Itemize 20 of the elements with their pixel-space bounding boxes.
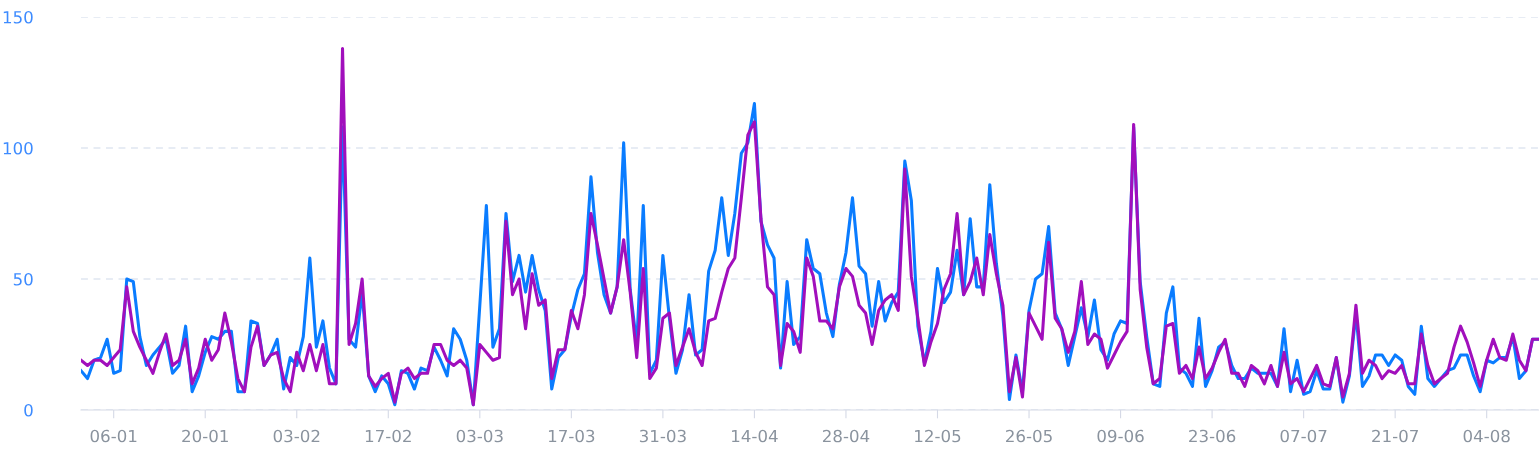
x-tick-label: 26-05 bbox=[1006, 429, 1052, 443]
x-tick-label: 23-06 bbox=[1189, 429, 1236, 443]
x-tick-label: 03-03 bbox=[456, 429, 503, 443]
x-tick-label: 04-08 bbox=[1463, 429, 1510, 443]
x-tick-label: 12-05 bbox=[915, 429, 961, 443]
x-tick-label: 07-07 bbox=[1280, 429, 1327, 443]
x-tick-label: 21-07 bbox=[1372, 429, 1418, 443]
x-tick-label: 31-03 bbox=[639, 429, 686, 443]
y-tick-label: 50 bbox=[13, 272, 33, 286]
y-tick-label: 100 bbox=[3, 141, 33, 155]
y-tick-label: 150 bbox=[3, 10, 33, 24]
x-tick-label: 03-02 bbox=[273, 429, 320, 443]
x-tick-label: 20-01 bbox=[182, 429, 228, 443]
x-tick-label: 17-03 bbox=[548, 429, 595, 443]
x-tick-label: 09-06 bbox=[1097, 429, 1144, 443]
x-tick-label: 28-04 bbox=[822, 429, 870, 443]
x-tick-label: 14-04 bbox=[732, 429, 778, 443]
x-tick-label: 17-02 bbox=[365, 429, 411, 443]
x-tick-label: 06-01 bbox=[90, 429, 137, 443]
y-tick-label: 0 bbox=[24, 403, 33, 417]
